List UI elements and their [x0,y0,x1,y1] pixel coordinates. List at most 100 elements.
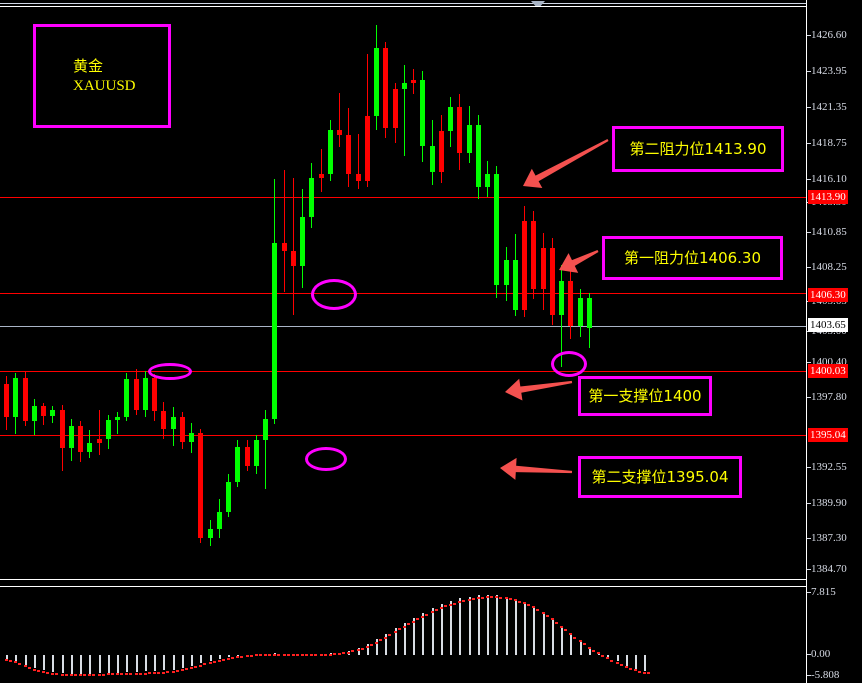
macd-signal-dot [240,655,244,658]
tick-mark [807,143,811,144]
macd-signal-dot [286,654,290,657]
macd-signal-dot [125,673,129,676]
macd-signal-dot [27,666,31,669]
macd-signal-dot [51,672,55,675]
level-line-resistance-1[interactable] [0,293,806,294]
macd-signal-dot [64,674,68,677]
macd-signal-dot [523,602,526,605]
macd-signal-dot [101,673,105,676]
macd-signal-dot [425,613,429,616]
macd-signal-dot [32,668,36,671]
macd-hist-bar [191,655,193,666]
macd-signal-dot [597,652,600,655]
macd-signal-dot [301,654,304,657]
macd-signal-dot [647,671,651,674]
macd-hist-bar [228,655,230,658]
tick-mark [807,538,811,539]
tick-mark [807,592,811,593]
macd-signal-dot [573,636,577,639]
macd-hist-bar [181,655,184,668]
macd-hist-bar [413,617,415,655]
macd-indicator-pane[interactable] [0,586,807,683]
level-line-support-2[interactable] [0,435,806,436]
macd-signal-dot [610,659,614,662]
tick-mark [807,267,811,268]
macd-signal-dot [369,643,373,646]
macd-signal-dot [180,669,184,672]
tick-mark [807,503,811,504]
macd-signal-dot [490,596,493,599]
price-tick: 1410.85 [807,227,847,238]
macd-signal-dot [314,654,318,657]
macd-signal-dot [92,674,96,677]
macd-signal-dot [282,654,286,656]
macd-hist-bar [385,633,388,655]
macd-signal-dot [564,629,567,632]
macd-hist-bar [98,655,101,673]
macd-hist-bar [218,655,221,659]
macd-signal-dot [541,611,545,614]
tick-mark [807,397,811,398]
macd-signal-dot [434,609,438,612]
macd-hist-bar [376,638,378,655]
price-tick: 1426.60 [807,30,847,41]
level-line-current-price[interactable] [0,326,806,327]
macd-hist-bar [70,655,73,674]
macd-signal-dot [628,667,632,670]
macd-signal-dot [517,600,521,603]
macd-signal-dot [42,671,45,673]
level-line-support-1[interactable] [0,371,806,372]
annotation-box-resistance-1: 第一阻力位1406.30 [602,236,783,280]
tick-mark [807,71,811,72]
price-badge-1413-90[interactable]: 1413.90 [808,190,848,204]
annotation-box-support-2: 第二支撑位1395.04 [578,456,742,498]
macd-hist-bar [200,655,203,664]
macd-signal-dot [578,640,582,643]
symbol-code: XAUUSD [73,78,136,94]
level-line-resistance-2[interactable] [0,197,806,198]
macd-hist-bar [394,628,397,655]
macd-signal-dot [582,643,586,646]
price-tick: 1389.90 [807,498,847,509]
price-badge-1395-04[interactable]: 1395.04 [808,428,848,442]
macd-signal-dot [615,662,619,665]
indicator-tick: -5.808 [807,670,839,681]
macd-hist-bar [163,655,166,671]
price-axis[interactable]: 1426.60 1423.95 1421.35 1418.75 1416.10 1413.… [806,0,862,683]
price-tick: 1421.35 [807,102,847,113]
macd-hist-bar [43,655,45,671]
macd-hist-bar [6,655,8,661]
price-badge-1403-65[interactable]: 1403.65 [808,318,848,332]
macd-hist-bar [154,655,156,672]
macd-signal-dot [60,673,64,676]
macd-hist-bar [524,602,526,655]
macd-signal-dot [69,674,73,677]
macd-signal-dot [532,606,536,609]
macd-signal-dot [351,650,355,653]
macd-signal-dot [397,628,401,631]
macd-signal-dot [471,598,475,601]
macd-hist-bar [357,647,360,655]
macd-signal-dot [46,671,49,674]
macd-signal-dot [486,596,489,599]
price-tick: 1400.40 [807,357,847,368]
macd-signal-dot [560,625,563,628]
macd-hist-bar [126,655,129,672]
macd-signal-dot [194,665,197,668]
price-badge-1406-30[interactable]: 1406.30 [808,288,848,302]
macd-signal-dot [208,662,212,665]
chart-position-marker-icon[interactable] [531,1,545,9]
tick-mark [807,569,811,570]
macd-signal-dot [291,654,295,657]
macd-hist-bar [422,612,425,655]
macd-signal-dot [153,672,156,675]
macd-signal-dot [606,657,610,660]
macd-hist-bar [551,618,554,655]
macd-signal-dot [9,660,12,663]
price-tick: 1408.25 [807,262,847,273]
macd-signal-dot [443,605,447,608]
macd-signal-dot [480,596,484,599]
macd-signal-dot [295,654,299,657]
price-badge-1400-03[interactable]: 1400.03 [808,364,848,378]
macd-hist-bar [496,595,499,655]
